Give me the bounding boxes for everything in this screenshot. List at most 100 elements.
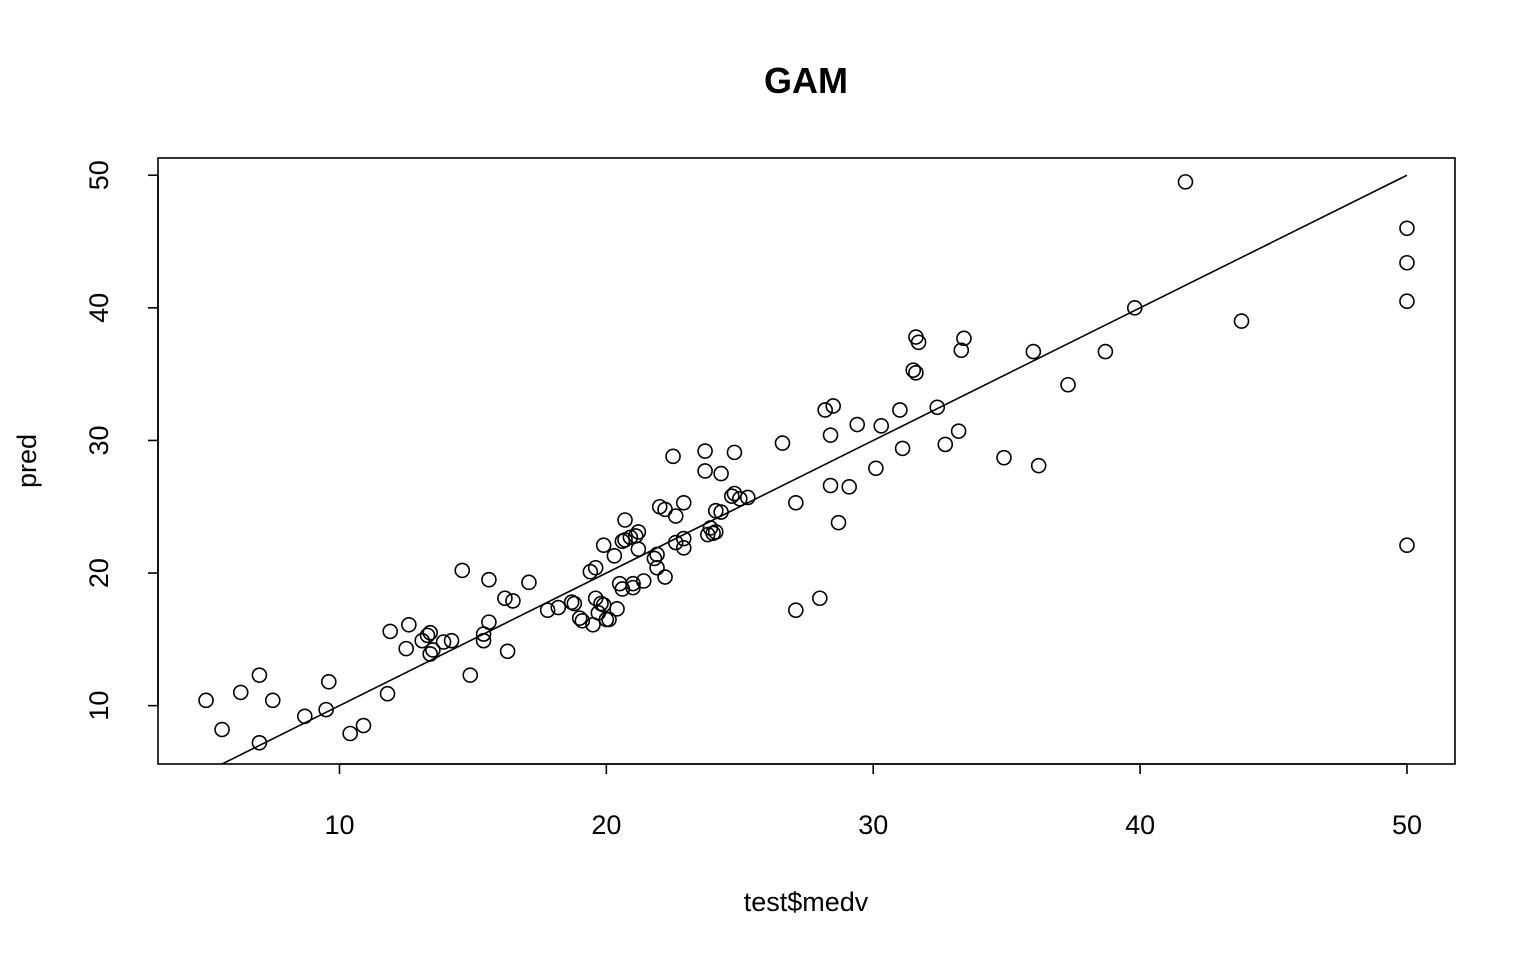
data-point — [481, 614, 497, 630]
data-point — [318, 701, 334, 718]
data-point — [675, 494, 692, 511]
data-point — [595, 537, 612, 554]
data-point — [788, 494, 804, 511]
data-point — [1025, 343, 1042, 360]
x-tick-label: 20 — [591, 810, 621, 840]
data-point — [812, 590, 828, 607]
data-point — [956, 330, 972, 347]
data-point — [649, 559, 665, 576]
data-point — [320, 673, 337, 690]
data-point — [739, 489, 756, 506]
x-tick-label: 10 — [324, 810, 354, 840]
data-point — [894, 440, 911, 457]
data-point — [1060, 376, 1076, 393]
data-point — [587, 559, 604, 576]
data-point — [419, 627, 436, 644]
data-point — [582, 563, 599, 580]
y-axis-label: pred — [12, 434, 42, 488]
data-point — [401, 616, 417, 633]
data-point — [675, 530, 692, 547]
data-point — [697, 463, 713, 479]
data-point — [1177, 174, 1194, 190]
data-point — [1126, 300, 1143, 316]
data-point — [550, 599, 567, 616]
data-point — [630, 541, 647, 557]
data-point — [422, 646, 439, 662]
data-point — [849, 416, 866, 433]
x-tick-label: 40 — [1125, 810, 1155, 840]
data-point — [475, 632, 492, 649]
data-point — [606, 548, 623, 564]
data-point — [841, 479, 857, 495]
data-point — [788, 602, 804, 618]
data-point — [929, 399, 946, 416]
reference-line — [221, 174, 1408, 765]
data-point — [1097, 343, 1114, 360]
data-point — [296, 708, 313, 725]
data-point — [414, 632, 431, 649]
data-point — [873, 418, 890, 434]
y-axis: 10 20 30 40 50 — [84, 160, 159, 721]
data-point — [646, 550, 663, 567]
data-point — [630, 524, 647, 540]
data-point — [1399, 537, 1415, 554]
data-point — [625, 575, 641, 592]
data-point — [617, 512, 633, 528]
data-point — [707, 524, 724, 540]
data-point — [497, 590, 513, 607]
data-point — [251, 667, 268, 683]
data-point — [908, 365, 924, 381]
data-point — [566, 595, 583, 612]
x-axis-label: test$medv — [744, 887, 869, 917]
data-point — [1399, 220, 1415, 237]
data-point — [657, 501, 673, 518]
plot-area — [198, 174, 1415, 765]
data-point — [950, 423, 967, 439]
data-point — [342, 725, 358, 742]
y-tick-label: 50 — [84, 160, 114, 190]
data-point — [713, 465, 729, 482]
data-point — [1399, 254, 1415, 271]
y-tick-label: 40 — [84, 293, 114, 323]
data-point — [539, 602, 556, 618]
data-point — [817, 402, 833, 418]
data-point — [382, 623, 398, 640]
data-point — [1399, 293, 1415, 310]
data-point — [232, 684, 249, 701]
data-point — [635, 573, 652, 589]
data-point — [731, 490, 748, 507]
data-point — [609, 601, 625, 617]
x-tick-label: 30 — [858, 810, 888, 840]
data-point — [830, 514, 847, 531]
x-axis: 10 20 30 40 50 — [324, 763, 1422, 840]
data-point — [264, 692, 281, 709]
data-point — [726, 444, 743, 461]
data-point — [571, 610, 588, 626]
data-point — [521, 574, 537, 591]
data-point — [905, 362, 922, 378]
data-point — [937, 436, 954, 453]
data-point — [1233, 313, 1250, 329]
data-point — [822, 477, 839, 494]
data-point — [675, 540, 692, 556]
data-point — [667, 534, 684, 551]
data-point — [435, 634, 452, 650]
data-point — [355, 717, 372, 734]
data-point — [822, 427, 839, 443]
data-point — [601, 611, 617, 628]
data-point — [499, 643, 516, 660]
data-point — [198, 692, 214, 709]
data-point — [825, 398, 841, 414]
data-point — [422, 624, 439, 641]
data-point — [996, 449, 1012, 466]
y-tick-label: 20 — [84, 558, 114, 588]
y-tick-label: 30 — [84, 425, 114, 455]
data-point — [462, 667, 479, 683]
data-point — [574, 612, 591, 629]
data-point — [454, 562, 471, 579]
data-point — [214, 721, 230, 738]
data-point — [774, 435, 791, 451]
y-tick-label: 10 — [84, 691, 114, 721]
